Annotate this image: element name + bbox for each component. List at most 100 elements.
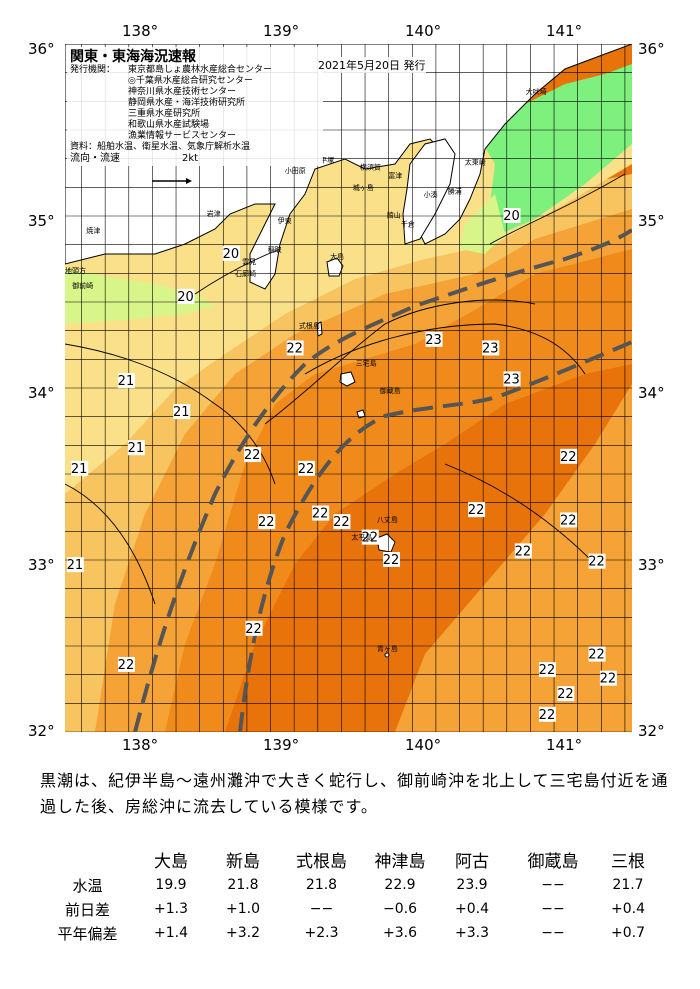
place-label: 富津 [388,171,402,180]
temperature-label: 22 [600,672,617,687]
issuers-list: 東京都島しょ農林水産総合センター ◎千葉県水産総合研究センター 神奈川県水産技術… [128,65,272,142]
temp-label-bg [286,340,304,356]
temperature-label: 20 [177,290,194,305]
temp-label-bg [333,514,351,530]
place-label: 城ヶ島 [353,183,374,192]
temp-label-bg [503,208,521,223]
temp-label-bg [117,656,135,672]
temp-label-bg [127,440,145,456]
column-header: 新島 [226,852,260,872]
table-cell: +0.7 [611,925,645,941]
table-cell: +3.6 [383,925,417,941]
temp-label-bg [482,340,500,356]
table-cell: 21.7 [612,877,644,893]
place-label: 三宅島 [356,359,377,368]
temperature-label: 22 [560,513,577,528]
kuroshio-axis-east [238,340,632,732]
land-aogashima [384,652,390,658]
lon-label-top-141: 141° [546,22,583,40]
place-label: 青ヶ島 [377,644,398,653]
place-label: 小田原 [285,166,306,175]
sea-temperature-map: 20 20 20 21 21 21 21 21 22 22 22 22 22 22 22 22 22 22 22 22… [65,44,632,732]
lat-label-right-32: 32° [638,722,665,740]
column-header: 御蔵島 [527,852,579,872]
temp-label-bg [538,662,556,678]
place-label: 地頭方 [65,266,86,275]
temp-label-bg [297,460,315,476]
table-corner [40,846,135,873]
temperature-label: 22 [118,658,135,673]
temp-label-bg [71,460,89,476]
temp-label-bg [117,373,135,389]
place-label: 石廊崎 [235,269,256,278]
lon-label-bottom-140: 140° [405,736,442,754]
place-label: 稲取 [268,245,282,254]
table-header-row: 大島 新島 式根島 神津島 阿古 御蔵島 三根 [40,846,658,873]
isotherm-22-south [444,463,596,565]
temperature-label: 22 [361,531,378,546]
temp-label-bg [557,686,575,702]
lon-label-bottom-141: 141° [546,736,583,754]
temp-label-bg [560,512,578,528]
temp-label-bg [66,557,84,573]
kuroshio-axis-west [133,228,632,732]
map-title: 関東・東海海況速報 [70,49,196,65]
issuer-item: 神奈川県水産技術センター [128,87,237,97]
temperature-label: 23 [503,372,520,387]
table-cell: −− [309,901,334,917]
column-header: 阿古 [455,852,489,872]
place-label: 雲見 [242,258,256,266]
place-label: 千倉 [401,219,415,228]
lat-label-left-34: 34° [28,384,55,402]
table-cell: 21.8 [305,877,338,893]
table-cell: −− [541,877,565,893]
lon-label-top-139: 139° [263,22,300,40]
lat-label-right-36: 36° [638,40,665,58]
temp-label-bg [312,505,330,521]
place-label: 御蔵島 [380,386,401,395]
temperature-label: 22 [539,708,556,723]
temperature-label: 22 [588,648,605,663]
place-label: 勝浦 [448,187,462,196]
table-cell: +0.4 [455,901,489,917]
temperature-label: 20 [223,247,240,262]
temperature-label: 23 [482,341,499,356]
place-label: 平塚 [320,156,334,165]
place-label: 八丈島 [377,515,398,524]
temp-label-bg [177,288,195,304]
temp-label-bg [503,371,521,387]
temp-label-bg [588,553,606,569]
column-header: 式根島 [296,852,347,872]
ocean-orange-south [395,384,632,732]
table-cell: +2.3 [304,925,339,941]
temperature-label: 22 [298,462,315,477]
issuer-item: 漁業情報サービスセンター [128,131,237,141]
table-row: 平年偏差 +1.4 +3.2 +2.3 +3.6 +3.3 −− +0.7 [40,921,658,945]
table-cell: 21.8 [227,877,259,893]
lon-label-top-138: 138° [122,22,159,40]
temp-label-bg [173,404,191,420]
data-sources: 資料：船舶水温、衛星水温、気象庁解析水温 [70,142,251,152]
current-legend: 流向・流速 2kt [70,153,320,164]
temp-label-bg [468,502,486,518]
table-cell: +1.4 [154,925,188,941]
temperature-label: 22 [333,515,350,530]
isotherm-20-boso [489,173,626,245]
lat-label-left-36: 36° [28,40,55,58]
issuers-label: 発行機関： [70,65,116,75]
temp-label-bg [425,331,443,347]
land-oshima [326,257,344,277]
table-cell: +0.4 [611,901,645,917]
row-label: 平年偏差 [57,924,118,943]
current-legend-speed: 2kt [182,153,199,164]
place-label: 伊東 [278,216,292,225]
place-label: 小湊 [424,190,438,199]
lat-label-right-34: 34° [638,384,665,402]
kuroshio-description: 黒潮は、紀伊半島～遠州灘沖で大きく蛇行し、御前崎沖を北上して三宅島付近を通過した… [40,771,669,816]
island-temperature-table: 大島 新島 式根島 神津島 阿古 御蔵島 三根 水温 19.9 21.8 21.… [40,846,658,945]
place-label: 大島 [330,252,344,261]
lon-label-bottom-138: 138° [122,736,159,754]
temp-label-bg [599,670,617,686]
table-cell: +3.2 [226,925,260,941]
table-cell: +3.3 [455,925,489,941]
